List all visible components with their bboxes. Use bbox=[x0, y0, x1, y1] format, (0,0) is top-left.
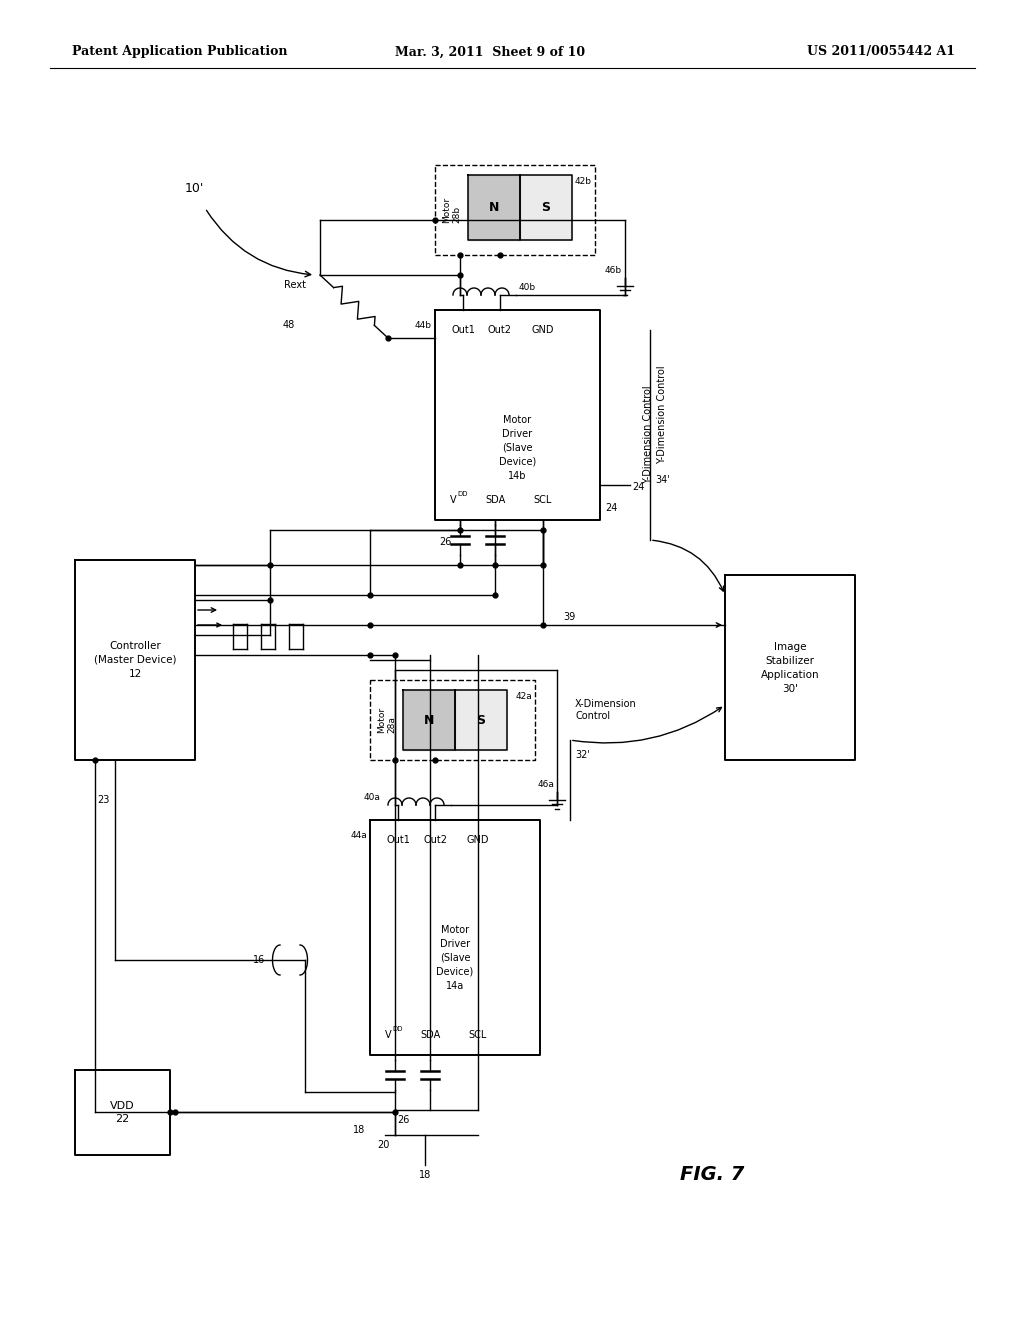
Text: 40b: 40b bbox=[519, 282, 537, 292]
Text: 48: 48 bbox=[283, 319, 295, 330]
Text: GND: GND bbox=[531, 325, 554, 335]
Text: V: V bbox=[450, 495, 457, 506]
Text: FIG. 7: FIG. 7 bbox=[680, 1166, 744, 1184]
Text: 16: 16 bbox=[253, 954, 265, 965]
Text: SCL: SCL bbox=[534, 495, 551, 506]
Text: Out2: Out2 bbox=[423, 836, 447, 845]
Text: 42a: 42a bbox=[515, 692, 532, 701]
Text: 18: 18 bbox=[352, 1125, 365, 1135]
Text: Motor
28b: Motor 28b bbox=[442, 197, 462, 223]
Text: Y-Dimension Control: Y-Dimension Control bbox=[643, 385, 653, 484]
Text: 10': 10' bbox=[185, 181, 205, 194]
Text: 18: 18 bbox=[419, 1170, 431, 1180]
Text: S: S bbox=[542, 201, 551, 214]
Text: N: N bbox=[488, 201, 499, 214]
Text: Out2: Out2 bbox=[488, 325, 512, 335]
Text: SDA: SDA bbox=[485, 495, 505, 506]
Text: V: V bbox=[385, 1030, 391, 1040]
Text: Out1: Out1 bbox=[386, 836, 410, 845]
Text: VDD
22: VDD 22 bbox=[111, 1101, 135, 1125]
Text: 24: 24 bbox=[632, 482, 644, 492]
Text: Controller
(Master Device)
12: Controller (Master Device) 12 bbox=[94, 642, 176, 678]
Text: Motor
Driver
(Slave
Device)
14a: Motor Driver (Slave Device) 14a bbox=[436, 925, 474, 991]
Text: Out1: Out1 bbox=[451, 325, 475, 335]
Text: 46a: 46a bbox=[538, 780, 554, 789]
Text: 44b: 44b bbox=[415, 321, 432, 330]
Text: Patent Application Publication: Patent Application Publication bbox=[72, 45, 288, 58]
Text: Image
Stabilizer
Application
30': Image Stabilizer Application 30' bbox=[761, 642, 819, 693]
Text: DD: DD bbox=[457, 491, 468, 498]
Text: 24: 24 bbox=[605, 503, 617, 513]
Text: 44a: 44a bbox=[350, 830, 367, 840]
Text: 20: 20 bbox=[378, 1140, 390, 1150]
Text: DD: DD bbox=[392, 1026, 402, 1032]
Text: 39: 39 bbox=[563, 612, 575, 622]
Text: SCL: SCL bbox=[468, 1030, 486, 1040]
Text: Y-Dimension Control: Y-Dimension Control bbox=[657, 366, 667, 465]
Text: 46b: 46b bbox=[605, 267, 622, 275]
Text: 40a: 40a bbox=[364, 792, 380, 801]
Text: US 2011/0055442 A1: US 2011/0055442 A1 bbox=[807, 45, 955, 58]
Text: Motor
Driver
(Slave
Device)
14b: Motor Driver (Slave Device) 14b bbox=[499, 414, 537, 480]
Text: N: N bbox=[424, 714, 434, 726]
Text: Rext: Rext bbox=[284, 280, 306, 290]
Text: 26: 26 bbox=[439, 537, 452, 546]
Text: 32': 32' bbox=[575, 750, 590, 760]
Text: X-Dimension
Control: X-Dimension Control bbox=[575, 698, 637, 721]
Text: 34': 34' bbox=[655, 475, 670, 484]
Text: Mar. 3, 2011  Sheet 9 of 10: Mar. 3, 2011 Sheet 9 of 10 bbox=[395, 45, 585, 58]
Text: SDA: SDA bbox=[420, 1030, 440, 1040]
Text: 23: 23 bbox=[97, 795, 110, 805]
Text: GND: GND bbox=[467, 836, 489, 845]
Text: 42b: 42b bbox=[575, 177, 592, 186]
Text: S: S bbox=[476, 714, 485, 726]
Text: 26: 26 bbox=[397, 1115, 410, 1125]
Text: Motor
28a: Motor 28a bbox=[377, 708, 396, 733]
